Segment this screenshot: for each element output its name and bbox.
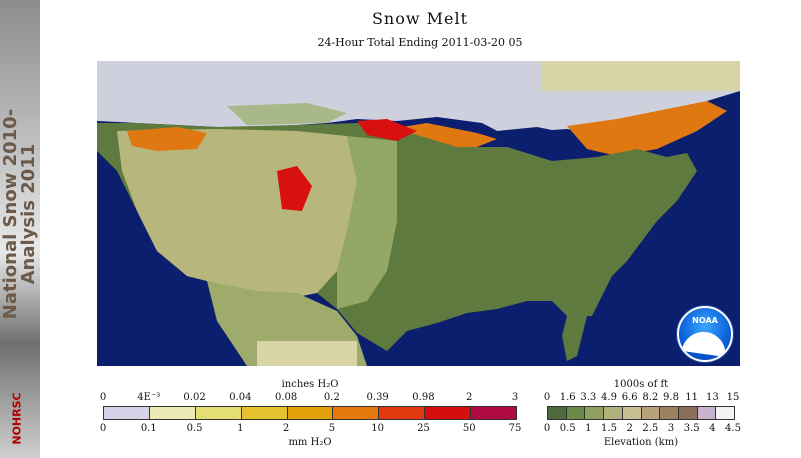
legend_melt-swatch: [149, 407, 196, 419]
legend_elev-bottom-tick: 4: [709, 423, 716, 434]
noaa-logo: NOAA: [677, 306, 733, 362]
legend_elev-top-tick: 11: [685, 392, 699, 403]
legend_melt-bottom-tick: 2: [282, 423, 290, 434]
legend_melt-swatch: [287, 407, 334, 419]
melt-legend: inches H₂O 0 4E⁻³ 0.02 0.04 0.08 0.2 0.39 0.98 2…: [95, 375, 525, 455]
legend_elev-top-tick: 1.6: [559, 392, 576, 403]
legend_elev-swatch: [697, 407, 717, 419]
legend_elev-top-tick: 6.6: [621, 392, 638, 403]
legend_melt-bottom-tick: 0: [99, 423, 107, 434]
canada-vegetation: [227, 103, 347, 125]
legend_melt-bottom-tick: 1: [237, 423, 244, 434]
legend_melt-swatch: [241, 407, 288, 419]
melt-band-east: [567, 101, 727, 156]
legend_elev-swatch: [585, 407, 605, 419]
legend_melt-bottom-tick: 10: [371, 423, 385, 434]
legend_elev-bottom-tick: 4.5: [725, 423, 741, 434]
melt-hotspot-cascades: [127, 127, 207, 151]
nohrsc-logo: NOHRSC: [10, 392, 24, 445]
elevation-legend-bar: [547, 406, 735, 420]
legend_melt-bottom-tick: 50: [462, 423, 476, 434]
legend_elev-top-tick: 4.9: [601, 392, 617, 403]
legend_elev-top-tick: 13: [705, 392, 719, 403]
legend_melt-bottom-tick: 0.5: [186, 423, 203, 434]
melt-legend-bar: [103, 406, 517, 420]
legend_melt-bottom-tick: 5: [328, 423, 336, 434]
legend_melt-top-tick: 0: [99, 392, 107, 403]
legend_elev-swatch: [660, 407, 679, 419]
legend_melt-top-tick: 4E⁻³: [137, 392, 161, 403]
legend_elev-top-tick: 9.8: [663, 392, 679, 403]
legend_elev-swatch: [548, 407, 567, 419]
legend_elev-bottom-tick: 1.5: [601, 423, 617, 434]
legend_melt-swatch: [379, 407, 426, 419]
legend_elev-top-tick: 15: [726, 392, 740, 403]
legend_melt-swatch: [425, 407, 472, 419]
legend_melt-top-tick: 0.08: [274, 392, 298, 403]
florida: [562, 316, 587, 361]
great-lakes: [497, 127, 572, 161]
legend_elev-swatch: [716, 407, 735, 419]
legend_melt-swatch: [333, 407, 380, 419]
legend_melt-top-tick: 0.04: [229, 392, 252, 403]
legend_melt-top-tick: 0.2: [323, 392, 340, 403]
legend_melt-top-tick: 0.39: [366, 392, 389, 403]
melt-legend-top-label: inches H₂O: [281, 379, 339, 390]
melt-legend-bottom-label: mm H₂O: [288, 437, 332, 448]
legend_melt-top-tick: 0.98: [412, 392, 435, 403]
sidebar-banner: National Snow 2010- Analysis 2011 NOHRSC: [0, 0, 40, 458]
legend_elev-bottom-tick: 1: [585, 423, 592, 434]
legend_elev-top-tick: 3.3: [580, 392, 597, 403]
legend_elev-top-tick: 0: [543, 392, 551, 403]
mask-region-south: [257, 341, 357, 366]
legend_elev-bottom-tick: 3: [667, 423, 675, 434]
legend_elev-bottom-tick: 2: [626, 423, 633, 434]
sidebar-title: National Snow 2010- Analysis 2011: [0, 108, 39, 320]
legend_melt-bottom-tick: 25: [417, 423, 430, 434]
legend_elev-swatch: [678, 407, 698, 419]
elevation-legend-top-label: 1000s of ft: [613, 379, 669, 390]
legend_elev-bottom-tick: 3.5: [683, 423, 700, 434]
noaa-bird-icon: [681, 329, 729, 357]
legend_melt-swatch: [471, 407, 517, 419]
legend_melt-swatch: [104, 407, 150, 419]
legend_elev-swatch: [641, 407, 661, 419]
map-subtitle: 24-Hour Total Ending 2011-03-20 05: [317, 36, 523, 49]
elevation-legend-bottom-label: Elevation (km): [603, 437, 679, 448]
map-title: Snow Melt: [371, 9, 469, 28]
legend_melt-swatch: [195, 407, 242, 419]
legend_melt-bottom-tick: 0.1: [140, 423, 157, 434]
snow-melt-map: [97, 61, 740, 366]
melt-hotspot-rockies: [277, 166, 312, 211]
legend_melt-bottom-tick: 75: [508, 423, 522, 434]
legend_elev-bottom-tick: 2.5: [642, 423, 659, 434]
legend_melt-top-tick: 3: [511, 392, 519, 403]
legend_elev-bottom-tick: 0.5: [559, 423, 576, 434]
legend_melt-top-tick: 2: [466, 392, 473, 403]
melt-hotspot-north: [357, 119, 417, 141]
mask-region-north: [542, 61, 740, 91]
legend_elev-swatch: [622, 407, 642, 419]
legend_elev-swatch: [604, 407, 623, 419]
legend_elev-top-tick: 8.2: [642, 392, 659, 403]
legend_melt-top-tick: 0.02: [183, 392, 206, 403]
legend_elev-swatch: [566, 407, 586, 419]
great-plains: [337, 136, 397, 309]
legend_elev-bottom-tick: 0: [543, 423, 551, 434]
